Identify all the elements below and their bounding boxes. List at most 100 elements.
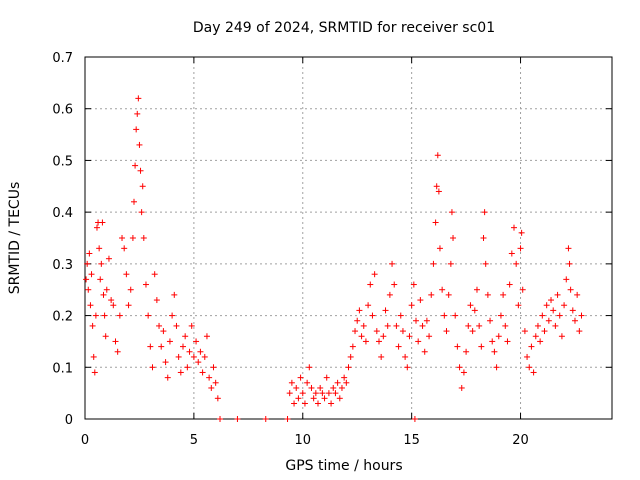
data-point [552,322,559,329]
data-point [506,281,513,288]
data-point [384,322,391,329]
data-point [158,343,165,350]
data-point [528,343,535,350]
data-point [197,348,204,355]
data-point [199,369,206,376]
data-point [439,286,446,293]
data-point [112,338,119,345]
data-point [362,338,369,345]
data-point [561,302,568,309]
data-point [217,416,224,422]
data-point [334,379,341,386]
data-point [166,338,173,345]
data-point [447,260,454,267]
data-point [548,297,555,304]
data-point [518,229,525,236]
data-point [471,307,478,314]
data-point [432,219,439,226]
data-point [160,328,167,335]
data-point [162,359,169,366]
data-point [182,333,189,340]
data-point [467,302,474,309]
data-point [417,297,424,304]
data-point [83,276,90,283]
data-point [288,379,295,386]
data-point [345,364,352,371]
data-point [556,312,563,319]
data-point [450,235,457,241]
data-point [195,359,202,366]
data-point [177,369,184,376]
data-point [184,364,191,371]
data-point [515,302,522,309]
data-point [395,343,402,350]
data-point [484,291,491,298]
data-point [98,260,105,267]
data-point [524,353,531,360]
data-point [139,183,146,190]
data-point [452,312,459,319]
data-point [423,317,430,324]
x-tick-label: 20 [512,433,529,448]
data-point [576,328,583,335]
data-point [566,260,573,267]
data-point [504,338,511,345]
data-point [578,312,585,319]
data-point [389,260,396,267]
data-point [212,379,219,386]
data-point [323,374,330,381]
data-point [382,307,389,314]
data-point [480,235,487,241]
data-point [569,307,576,314]
data-point [365,302,372,309]
data-point [133,126,140,133]
data-point [129,235,136,241]
data-point [448,209,455,216]
y-tick-label: 0.6 [52,103,73,118]
data-point [125,302,132,309]
data-point [304,379,311,386]
x-tick-labels: 0 5 10 15 20 [81,433,529,448]
x-tick-label: 5 [190,433,198,448]
data-point [310,395,317,402]
data-point [354,317,361,324]
data-point [149,364,156,371]
data-point [356,307,363,314]
data-point [137,167,144,174]
data-point [93,224,100,231]
data-point [87,302,94,309]
data-point [473,286,480,293]
data-point [96,245,103,252]
data-point [127,286,134,293]
data-point [402,353,409,360]
data-point [121,245,128,252]
data-point [108,297,115,304]
plot-frame [84,56,613,420]
data-point [410,281,417,288]
data-point [206,374,213,381]
axis-ticks [84,56,612,420]
y-tick-label: 0.5 [52,154,73,169]
data-point [441,312,448,319]
y-axis-title: SRMTID / TECUs [7,182,23,295]
data-point [132,162,139,169]
x-tick-label: 15 [403,433,420,448]
data-point [378,353,385,360]
data-point [550,307,557,314]
data-point [203,333,210,340]
data-point [175,353,182,360]
data-point [513,260,520,267]
data-point [116,312,123,319]
data-point [179,343,186,350]
data-point [105,255,112,262]
data-point [89,322,96,329]
data-point [500,291,507,298]
data-point [371,271,378,278]
data-point [358,333,365,340]
data-point [545,317,552,324]
y-tick-label: 0.2 [52,310,73,325]
data-point [419,322,426,329]
data-point [101,312,108,319]
x-axis-title: GPS time / hours [285,458,402,474]
